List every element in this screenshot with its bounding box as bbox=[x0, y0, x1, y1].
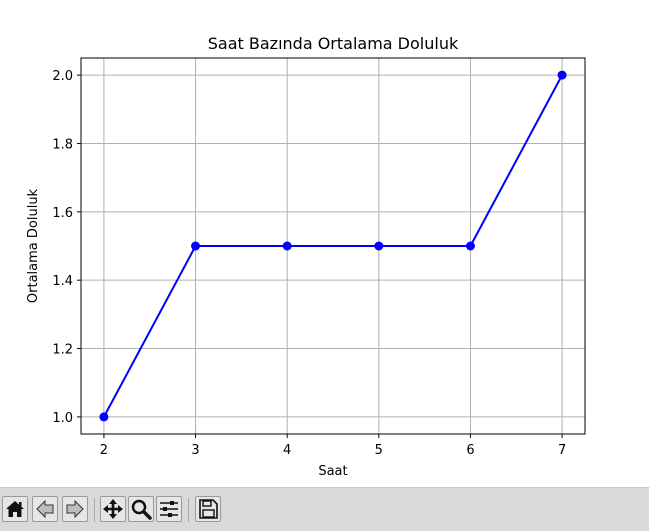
x-axis-label: Saat bbox=[318, 464, 347, 479]
y-tick-label: 2.0 bbox=[52, 69, 73, 84]
axes-frame bbox=[80, 57, 586, 435]
zoom-button[interactable] bbox=[128, 496, 154, 522]
y-tick-label: 1.6 bbox=[52, 206, 73, 221]
chart-title: Saat Bazında Ortalama Doluluk bbox=[208, 34, 459, 53]
figure-canvas: 2 3 4 5 6 7 1.0 1.2 1.4 1.6 1.8 2.0 Saat Bazında Or… bbox=[26, 34, 586, 479]
configure-subplots-button[interactable] bbox=[156, 496, 182, 522]
data-point bbox=[557, 70, 567, 80]
save-button[interactable] bbox=[195, 496, 221, 522]
x-tick-label: 5 bbox=[375, 443, 383, 458]
line-chart: 2 3 4 5 6 7 1.0 1.2 1.4 1.6 1.8 2.0 Saat Bazında Or… bbox=[26, 34, 586, 479]
x-tick-label: 7 bbox=[558, 443, 566, 458]
home-button[interactable] bbox=[2, 496, 28, 522]
back-button[interactable] bbox=[32, 496, 58, 522]
series-line bbox=[103, 74, 563, 418]
toolbar-separator bbox=[188, 498, 189, 522]
y-tick-label: 1.8 bbox=[52, 137, 73, 152]
y-tick-label: 1.0 bbox=[52, 411, 73, 426]
y-axis-label: Ortalama Doluluk bbox=[26, 188, 41, 303]
toolbar-separator bbox=[94, 498, 95, 522]
x-tick-label: 3 bbox=[191, 443, 199, 458]
pan-button[interactable] bbox=[100, 496, 126, 522]
arrow-right-icon bbox=[66, 499, 84, 519]
sliders-icon bbox=[160, 501, 178, 517]
x-tick-label: 4 bbox=[283, 443, 291, 458]
data-point bbox=[99, 412, 109, 422]
ticks: 2 3 4 5 6 7 1.0 1.2 1.4 1.6 1.8 2.0 bbox=[52, 69, 566, 458]
arrow-left-icon bbox=[36, 499, 54, 519]
data-point bbox=[191, 241, 201, 251]
x-tick-label: 6 bbox=[466, 443, 474, 458]
series bbox=[99, 70, 567, 422]
x-tick-label: 2 bbox=[100, 443, 108, 458]
home-icon bbox=[6, 501, 24, 517]
navigation-toolbar bbox=[0, 487, 649, 531]
y-tick-label: 1.2 bbox=[52, 343, 73, 358]
magnifier-icon bbox=[131, 499, 152, 520]
data-point bbox=[374, 241, 384, 251]
y-tick-label: 1.4 bbox=[52, 274, 73, 289]
move-icon bbox=[103, 499, 123, 519]
data-point bbox=[465, 241, 475, 251]
forward-button[interactable] bbox=[62, 496, 88, 522]
data-point bbox=[282, 241, 292, 251]
floppy-disk-icon bbox=[199, 499, 218, 519]
